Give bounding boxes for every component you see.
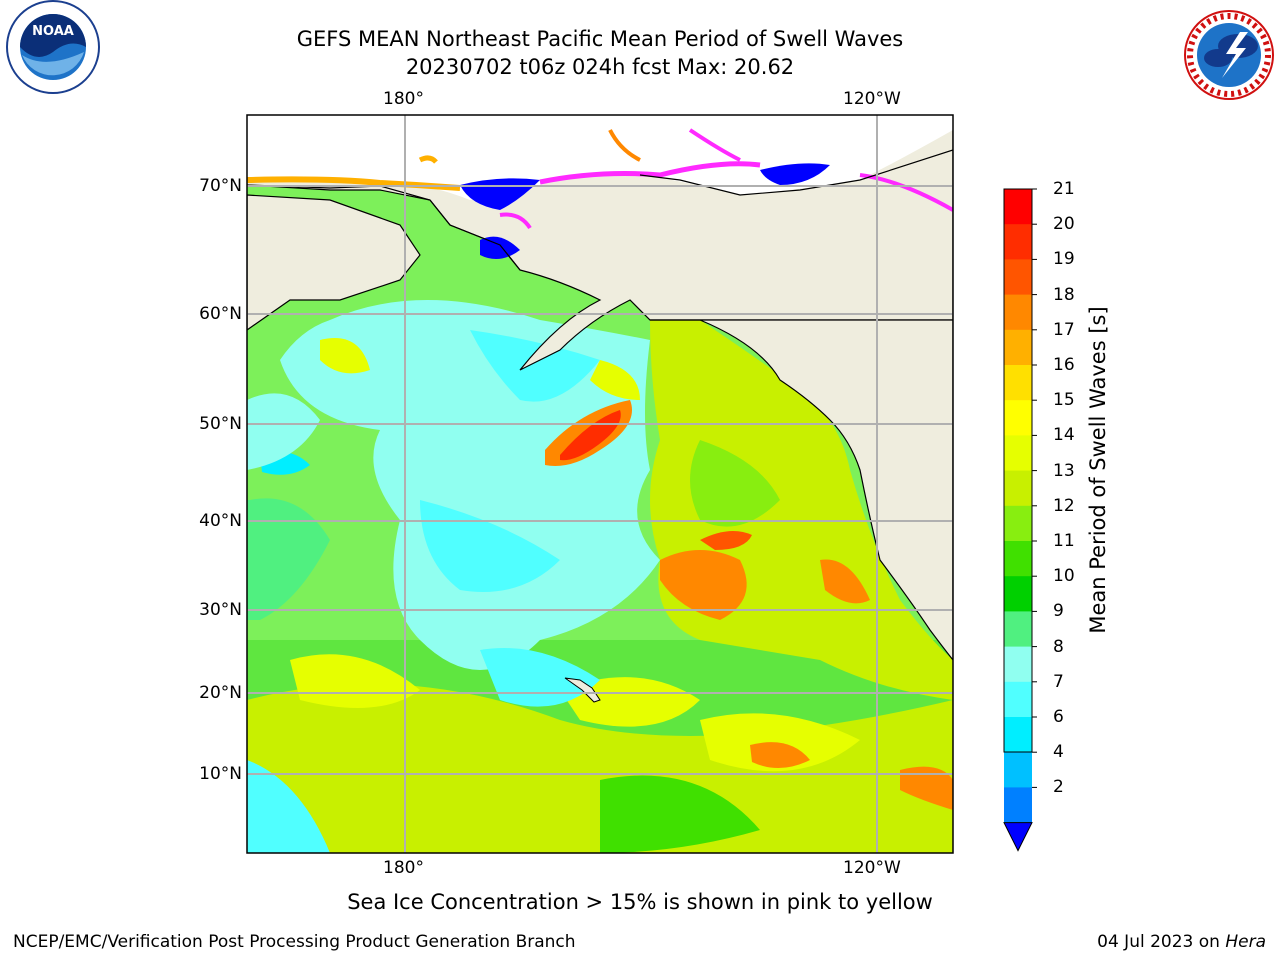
colorbar-tick-label: 19 <box>1053 249 1075 270</box>
colorbar-segment <box>1004 259 1032 296</box>
footer-credit: NCEP/EMC/Verification Post Processing Pr… <box>13 932 576 952</box>
lon-label-top-120w: 120°W <box>843 89 901 109</box>
colorbar-tick-label: 11 <box>1053 531 1075 551</box>
colorbar-tick-label: 4 <box>1053 742 1064 763</box>
colorbar-under-extend <box>1003 822 1033 852</box>
graticule <box>247 115 953 853</box>
colorbar-tick-label: 10 <box>1053 566 1075 587</box>
noaa-logo: NOAA <box>6 0 100 94</box>
lon-label-top-180: 180° <box>383 89 424 109</box>
colorbar-segment <box>1004 470 1032 507</box>
lat-label-20n: 20°N <box>199 683 242 703</box>
colorbar-label: Mean Period of Swell Waves [s] <box>1086 306 1110 634</box>
lon-label-bottom-180: 180° <box>383 858 424 878</box>
colorbar-frame <box>1003 188 1033 753</box>
colorbar-segment <box>1004 752 1032 788</box>
lat-label-60n: 60°N <box>199 304 242 324</box>
colorbar-segment <box>1004 681 1032 718</box>
lat-label-70n: 70°N <box>199 176 242 196</box>
colorbar-segment <box>1004 505 1032 542</box>
footer-date: 04 Jul 2023 on Hera <box>1097 932 1266 952</box>
chart-subtitle: 20230702 t06z 024h fcst Max: 20.62 <box>405 55 795 79</box>
sea-ice-note: Sea Ice Concentration > 15% is shown in … <box>347 890 933 914</box>
lat-label-30n: 30°N <box>199 600 242 620</box>
lat-label-40n: 40°N <box>199 511 242 531</box>
lightning-bolt-icon <box>1222 32 1248 78</box>
lon-label-bottom-120w: 120°W <box>843 858 901 878</box>
colorbar-segment <box>1004 541 1032 577</box>
colorbar-segment <box>1004 611 1032 648</box>
nws-logo <box>1184 10 1274 100</box>
colorbar <box>1003 188 1037 852</box>
colorbar-tick-label: 21 <box>1053 179 1075 199</box>
colorbar-segment <box>1004 646 1032 683</box>
colorbar-segment <box>1004 717 1032 753</box>
colorbar-tick-label: 6 <box>1053 707 1064 727</box>
colorbar-tick-label: 17 <box>1053 319 1075 340</box>
colorbar-tick-label: 2 <box>1053 777 1064 798</box>
noaa-logo-text: NOAA <box>32 24 74 39</box>
colorbar-tick-label: 7 <box>1053 671 1064 692</box>
colorbar-tick-label: 16 <box>1053 355 1075 375</box>
colorbar-segment <box>1004 294 1032 331</box>
colorbar-segment <box>1004 400 1032 436</box>
colorbar-tick-label: 15 <box>1053 390 1075 411</box>
chart-title: GEFS MEAN Northeast Pacific Mean Period … <box>296 27 904 51</box>
colorbar-tick-label: 13 <box>1053 460 1075 481</box>
colorbar-segment <box>1004 365 1032 401</box>
colorbar-tick-label: 8 <box>1053 636 1064 657</box>
colorbar-segment <box>1004 224 1032 260</box>
map-frame <box>246 114 954 854</box>
colorbar-segment <box>1004 787 1032 824</box>
map-field <box>247 115 953 853</box>
footer-date-text: 04 Jul 2023 on <box>1097 932 1220 952</box>
colorbar-segment <box>1004 189 1032 225</box>
lat-label-10n: 10°N <box>199 764 242 784</box>
colorbar-tick-label: 9 <box>1053 601 1064 622</box>
colorbar-tick-label: 20 <box>1053 214 1075 235</box>
colorbar-tick-label: 18 <box>1053 284 1075 305</box>
colorbar-segment <box>1004 576 1032 612</box>
footer-host: Hera <box>1225 932 1266 952</box>
colorbar-tick-label: 14 <box>1053 425 1075 446</box>
colorbar-tick-label: 12 <box>1053 495 1075 516</box>
colorbar-segment <box>1004 435 1032 472</box>
colorbar-segment <box>1004 329 1032 366</box>
lat-label-50n: 50°N <box>199 414 242 434</box>
